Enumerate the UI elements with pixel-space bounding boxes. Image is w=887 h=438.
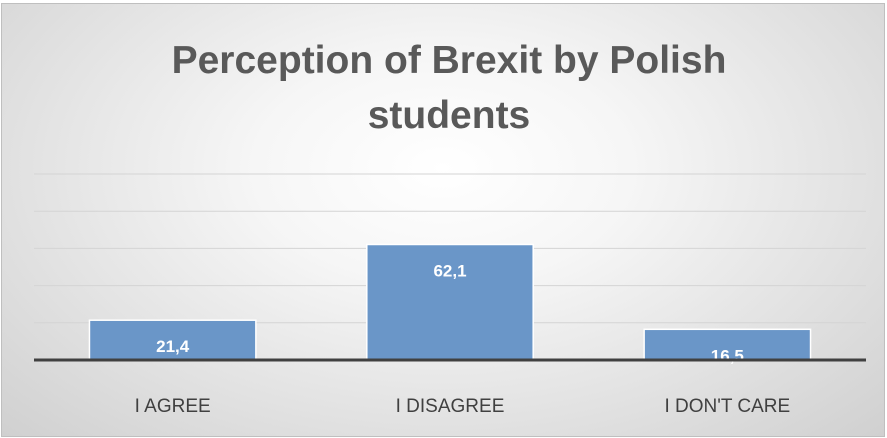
data-label: 16,5 (711, 346, 744, 365)
category-label: I AGREE (135, 396, 211, 417)
chart-title: Perception of Brexit by Polish students (172, 39, 727, 137)
page-top-strip (0, 0, 887, 3)
chart-title-line-1: Perception of Brexit by Polish (172, 39, 727, 82)
category-labels: I AGREE I DISAGREE I DON'T CARE (135, 396, 791, 417)
bar-i-don-t-care (643, 328, 812, 361)
chart-frame (1, 3, 885, 437)
data-label: 21,4 (156, 337, 190, 356)
chart-title-line-2: students (368, 94, 531, 137)
category-label: I DISAGREE (396, 396, 505, 417)
data-label: 62,1 (433, 261, 466, 280)
category-label: I DON'T CARE (664, 396, 790, 417)
bar-i-disagree (366, 243, 534, 361)
